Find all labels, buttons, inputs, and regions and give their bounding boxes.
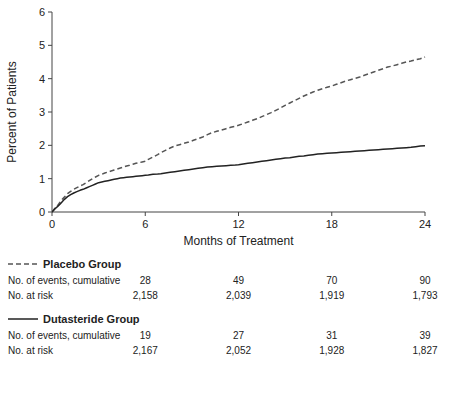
x-tick (145, 212, 146, 216)
y-tick-label: 0 (39, 206, 45, 218)
plot-lines (52, 57, 425, 212)
series-line (52, 57, 425, 212)
x-tick (238, 212, 239, 216)
at-risk-value: 1,793 (412, 290, 437, 301)
x-tick (331, 212, 332, 216)
table-row-label: No. of events, cumulative (8, 330, 121, 341)
y-tick (48, 112, 52, 113)
at-risk-value: 2,158 (133, 290, 158, 301)
at-risk-value: 1,827 (412, 345, 437, 356)
y-axis-label: Percent of Patients (5, 61, 19, 162)
x-tick-label: 18 (326, 218, 338, 230)
x-tick-label: 12 (232, 218, 244, 230)
at-risk-value: 1,919 (319, 290, 344, 301)
events-value: 39 (419, 330, 431, 341)
group-header: Placebo Group (43, 258, 122, 270)
y-tick-label: 5 (39, 39, 45, 51)
y-tick (48, 212, 52, 213)
y-tick (48, 12, 52, 13)
y-tick-label: 3 (39, 106, 45, 118)
at-risk-value: 1,928 (319, 345, 344, 356)
at-risk-value: 2,052 (226, 345, 251, 356)
events-value: 90 (419, 275, 431, 286)
y-tick (48, 45, 52, 46)
events-value: 28 (140, 275, 152, 286)
events-value: 70 (326, 275, 338, 286)
x-tick (52, 212, 53, 216)
table-row-label: No. at risk (8, 290, 54, 301)
x-tick-label: 24 (419, 218, 431, 230)
y-tick-label: 1 (39, 173, 45, 185)
y-tick (48, 145, 52, 146)
events-value: 19 (140, 330, 152, 341)
events-value: 27 (233, 330, 245, 341)
x-axis-label: Months of Treatment (183, 234, 294, 248)
y-tick-label: 4 (39, 73, 45, 85)
x-tick (425, 212, 426, 216)
group-header: Dutasteride Group (43, 313, 140, 325)
table-row-label: No. of events, cumulative (8, 275, 121, 286)
y-tick-label: 2 (39, 139, 45, 151)
events-value: 31 (326, 330, 338, 341)
y-tick (48, 178, 52, 179)
x-tick-label: 0 (49, 218, 55, 230)
chart: 061218240123456Months of TreatmentPercen… (0, 0, 451, 393)
legend-line (8, 263, 38, 265)
table-row-label: No. at risk (8, 345, 54, 356)
x-tick-label: 6 (142, 218, 148, 230)
y-tick-label: 6 (39, 6, 45, 18)
at-risk-value: 2,167 (133, 345, 158, 356)
series-line (52, 146, 425, 212)
y-tick (48, 78, 52, 79)
events-value: 49 (233, 275, 245, 286)
at-risk-value: 2,039 (226, 290, 251, 301)
legend-line (8, 318, 38, 320)
